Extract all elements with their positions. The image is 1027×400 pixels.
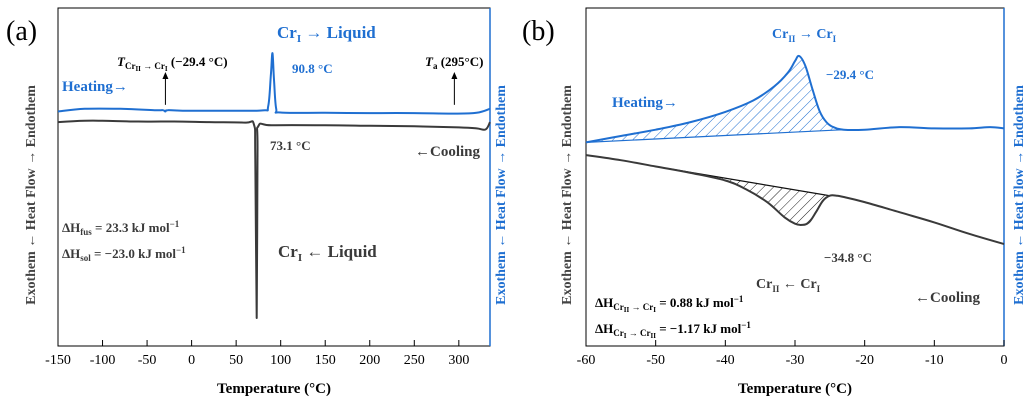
panel-a-label: (a) bbox=[6, 16, 37, 47]
panel-a-x-tick-label: -100 bbox=[90, 353, 116, 368]
panel-a-cooling-curve bbox=[57, 119, 491, 320]
panel-a-xlabel: Temperature (°C) bbox=[217, 381, 331, 397]
panel-a-dh-fus: ΔHfus = 23.3 kJ mol−1 bbox=[62, 219, 180, 237]
panel-b-x-tick-label: -60 bbox=[577, 353, 596, 368]
panel-a: (a) Exothem ← Heat Flow → Endothem Exoth… bbox=[6, 7, 509, 397]
panel-a-x-tick-label: 0 bbox=[188, 353, 195, 368]
panel-b-x-tick-label: -20 bbox=[855, 353, 874, 368]
panel-b-x-tick-label: -10 bbox=[925, 353, 944, 368]
panel-b: (b) Exothem ← Heat Flow → Endothem Exoth… bbox=[522, 7, 1027, 397]
panel-b-x-ticks: -60 -50 -40 -30 -20 -10 0 bbox=[577, 340, 1008, 368]
panel-a-ta-arrowhead bbox=[451, 72, 458, 79]
panel-a-transition-label: TCrII → CrI (−29.4 °C) bbox=[117, 54, 228, 73]
panel-b-cooling-curve bbox=[585, 154, 1005, 245]
panel-b-ylabel-left: Exothem ← Heat Flow → Endothem bbox=[560, 85, 575, 305]
panel-b-dh1: ΔHCrII → CrI = 0.88 kJ mol−1 bbox=[595, 294, 744, 314]
panel-a-melt-temp: 90.8 °C bbox=[292, 61, 333, 76]
panel-b-heat-title: CrII → CrI bbox=[772, 27, 837, 44]
panel-a-x-tick-label: 100 bbox=[270, 353, 291, 368]
panel-b-heating-label: Heating→ bbox=[612, 95, 678, 111]
panel-a-melt-title: CrI → Liquid bbox=[277, 23, 376, 45]
panel-a-heating-label: Heating→ bbox=[62, 79, 128, 95]
panel-a-x-tick-label: 250 bbox=[404, 353, 425, 368]
panel-b-heating-baseline bbox=[585, 129, 844, 143]
panel-a-x-ticks: -150 -100 -50 0 50 100 150 200 250 300 bbox=[45, 340, 469, 368]
panel-b-x-tick-label: 0 bbox=[1001, 353, 1008, 368]
panel-a-x-tick-label: 50 bbox=[229, 353, 243, 368]
panel-a-cryst-temp: 73.1 °C bbox=[270, 138, 311, 153]
panel-a-heating-curve bbox=[57, 52, 491, 115]
panel-b-cool-title: CrII ← CrI bbox=[756, 277, 821, 294]
panel-b-heating-peak-area bbox=[586, 55, 844, 143]
panel-a-ylabel-right: Exothem ← Heat Flow → Endothem bbox=[494, 85, 509, 305]
panel-b-ylabel-right: Exothem ← Heat Flow → Endothem bbox=[1012, 85, 1027, 305]
panel-b-heating-curve bbox=[585, 54, 1005, 144]
panel-b-x-tick-label: -50 bbox=[646, 353, 665, 368]
panel-a-transition-arrowhead bbox=[162, 72, 169, 79]
panel-b-label: (b) bbox=[522, 16, 555, 47]
panel-b-cool-temp: −34.8 °C bbox=[824, 250, 872, 265]
panel-a-x-tick-label: 300 bbox=[448, 353, 469, 368]
panel-b-x-tick-label: -30 bbox=[786, 353, 805, 368]
panel-b-dh2: ΔHCrI → CrII = −1.17 kJ mol−1 bbox=[595, 320, 751, 340]
panel-a-x-tick-label: 200 bbox=[359, 353, 380, 368]
panel-b-cooling-label: ←Cooling bbox=[915, 290, 981, 306]
panel-a-cooling-label: ←Cooling bbox=[415, 144, 481, 160]
panel-a-dh-sol: ΔHsol = −23.0 kJ mol−1 bbox=[62, 245, 186, 263]
panel-b-xlabel: Temperature (°C) bbox=[738, 381, 852, 397]
panel-a-cr-liquid-label: CrI ← Liquid bbox=[278, 242, 377, 264]
panel-b-cooling-peak-area bbox=[655, 166, 830, 226]
panel-a-x-tick-label: -150 bbox=[45, 353, 71, 368]
panel-a-ta-label: Ta (295°C) bbox=[425, 54, 483, 71]
panel-a-x-tick-label: 150 bbox=[315, 353, 336, 368]
panel-a-ylabel-left: Exothem ← Heat Flow → Endothem bbox=[24, 85, 39, 305]
panel-b-x-tick-label: -40 bbox=[716, 353, 735, 368]
panel-b-heat-temp: −29.4 °C bbox=[826, 67, 874, 82]
panel-a-x-tick-label: -50 bbox=[138, 353, 157, 368]
